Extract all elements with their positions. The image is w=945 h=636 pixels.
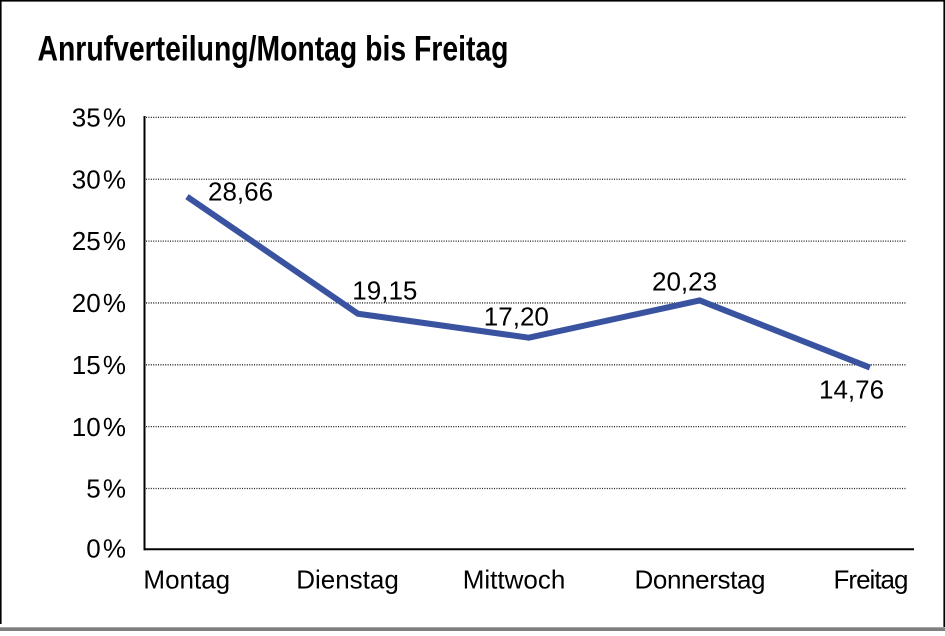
svg-text:Freitag: Freitag (834, 564, 909, 594)
svg-text:Mittwoch: Mittwoch (463, 564, 566, 594)
svg-text:19,15: 19,15 (352, 275, 417, 305)
svg-text:35 %: 35 % (72, 103, 126, 133)
svg-text:25 %: 25 % (72, 226, 126, 256)
svg-text:17,20: 17,20 (484, 301, 549, 331)
svg-text:10 %: 10 % (72, 412, 126, 442)
svg-text:28,66: 28,66 (208, 177, 273, 207)
svg-text:Donnerstag: Donnerstag (635, 564, 766, 594)
svg-text:5 %: 5 % (86, 474, 126, 504)
svg-text:30 %: 30 % (72, 164, 126, 194)
svg-text:14,76: 14,76 (819, 375, 884, 405)
svg-text:15 %: 15 % (72, 350, 126, 380)
svg-text:Anrufverteilung/Montag bis Fre: Anrufverteilung/Montag bis Freitag (38, 30, 509, 69)
svg-text:20 %: 20 % (72, 288, 126, 318)
svg-text:0 %: 0 % (86, 533, 126, 563)
svg-text:20,23: 20,23 (652, 267, 717, 297)
svg-text:Dienstag: Dienstag (296, 564, 399, 594)
svg-text:Montag: Montag (143, 564, 230, 594)
